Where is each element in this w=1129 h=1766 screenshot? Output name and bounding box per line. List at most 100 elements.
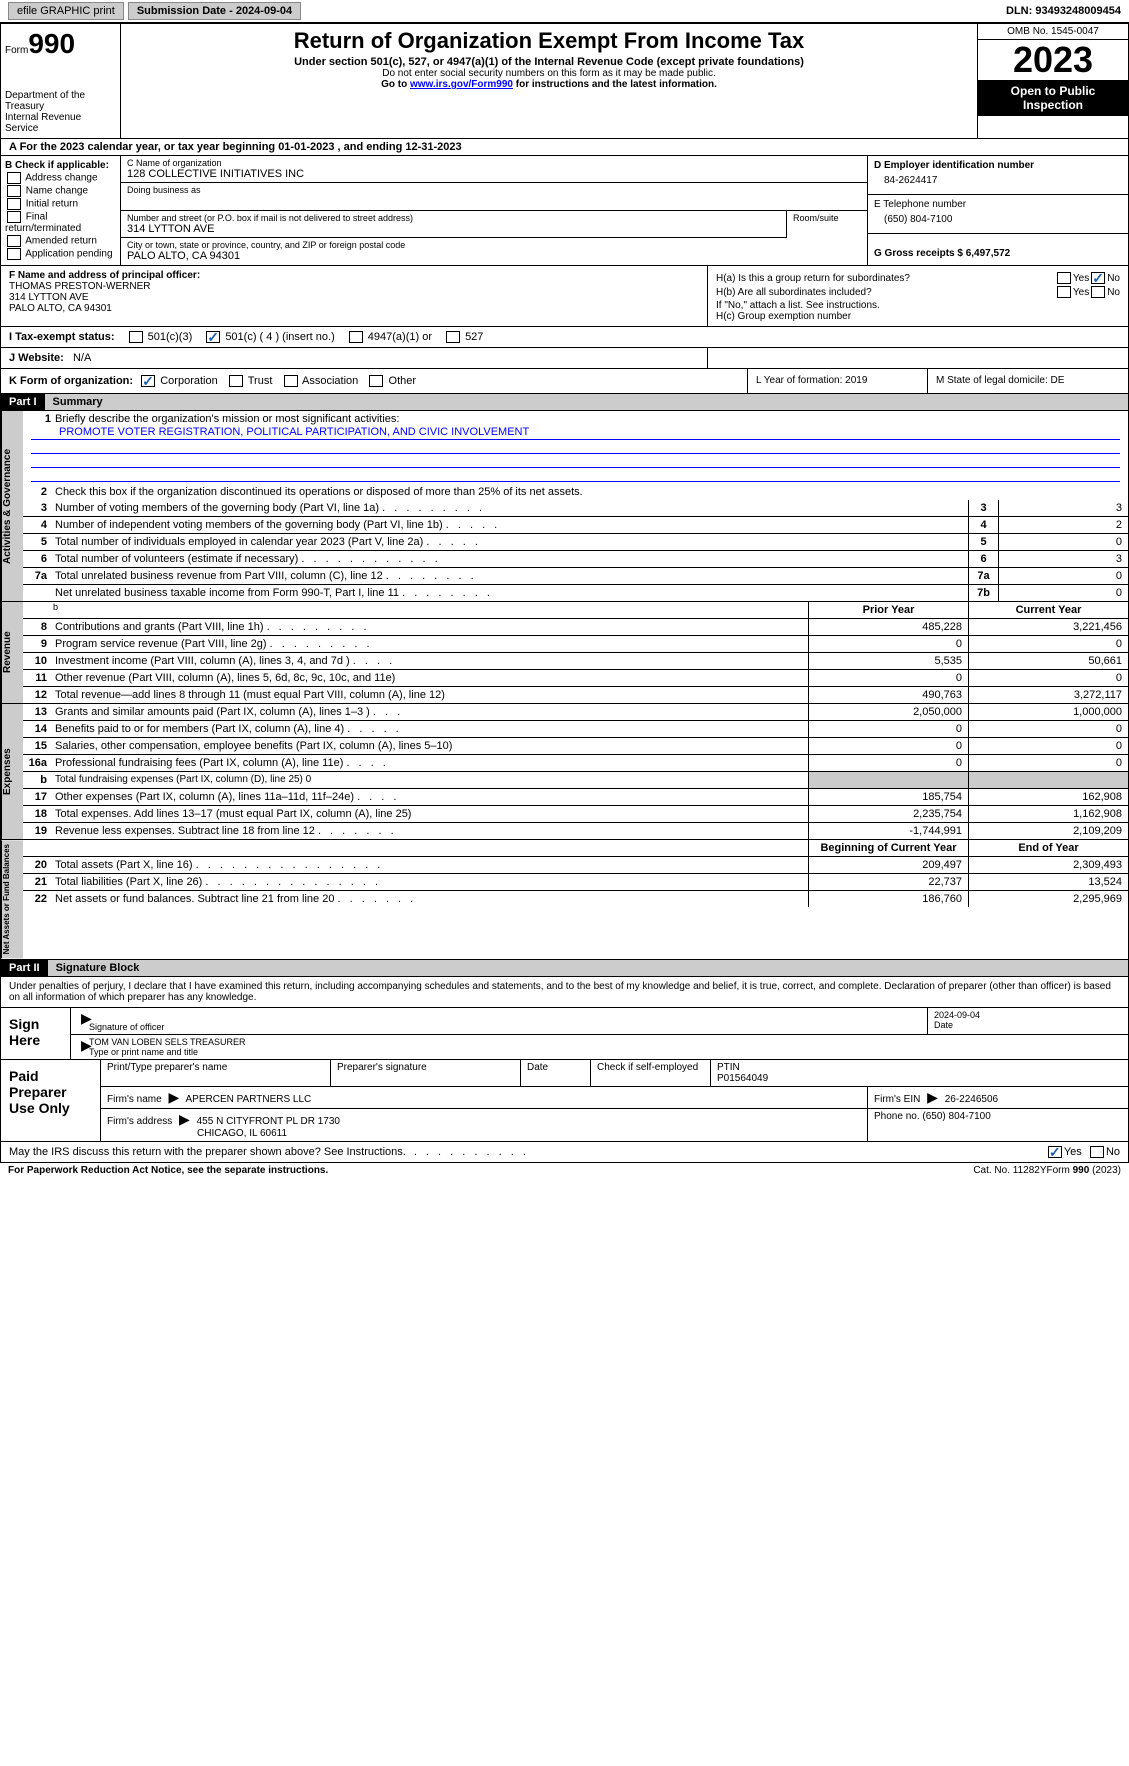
officer-name: THOMAS PRESTON-WERNER	[9, 281, 151, 292]
l21-begin: 22,737	[808, 874, 968, 890]
tax-status-row: I Tax-exempt status: 501(c)(3) 501(c) ( …	[0, 327, 1129, 348]
vlabel-expenses: Expenses	[1, 704, 23, 839]
goto-link[interactable]: www.irs.gov/Form990	[410, 79, 513, 90]
ptin-label: PTIN	[717, 1062, 740, 1073]
officer-typed-name: TOM VAN LOBEN SELS TREASURER	[89, 1037, 1122, 1047]
l10-desc: Investment income (Part VIII, column (A)…	[51, 653, 808, 669]
prep-sig: Preparer's signature	[331, 1060, 521, 1086]
form-prefix: Form	[5, 45, 28, 56]
row-fh: F Name and address of principal officer:…	[0, 266, 1129, 327]
perjury-text: Under penalties of perjury, I declare th…	[0, 977, 1129, 1008]
footer-left: For Paperwork Reduction Act Notice, see …	[8, 1165, 773, 1176]
l13-desc: Grants and similar amounts paid (Part IX…	[51, 704, 808, 720]
chk-address-change[interactable]: Address change	[5, 172, 116, 184]
l21-end: 13,524	[968, 874, 1128, 890]
chk-4947[interactable]	[349, 331, 363, 343]
chk-name-change[interactable]: Name change	[5, 185, 116, 197]
l10-current: 50,661	[968, 653, 1128, 669]
chk-final-return[interactable]: Final return/terminated	[5, 211, 116, 234]
firm-addr2: CHICAGO, IL 60611	[107, 1128, 287, 1139]
kform-label: K Form of organization:	[9, 375, 133, 387]
l9-desc: Program service revenue (Part VIII, line…	[51, 636, 808, 652]
hb-yes[interactable]	[1057, 286, 1071, 298]
discuss-no[interactable]	[1090, 1146, 1104, 1158]
form-number: 990	[28, 28, 75, 59]
form-subtitle: Under section 501(c), 527, or 4947(a)(1)…	[125, 56, 973, 68]
year-formation: L Year of formation: 2019	[748, 369, 928, 393]
line3-val: 3	[998, 500, 1128, 516]
goto-suffix: for instructions and the latest informat…	[513, 79, 717, 90]
officer-street: 314 LYTTON AVE	[9, 292, 88, 303]
chk-initial-return[interactable]: Initial return	[5, 198, 116, 210]
sig-officer-label: Signature of officer	[89, 1022, 164, 1032]
line7a-desc: Total unrelated business revenue from Pa…	[51, 568, 968, 584]
ein-label: D Employer identification number	[874, 160, 1034, 171]
ein: 84-2624417	[874, 171, 1122, 190]
sign-here-block: Sign Here ▶ Signature of officer 2024-09…	[0, 1008, 1129, 1060]
gross-receipts: G Gross receipts $ 6,497,572	[874, 248, 1010, 259]
phone: (650) 804-7100	[874, 210, 1122, 229]
l19-prior: -1,744,991	[808, 823, 968, 839]
l11-desc: Other revenue (Part VIII, column (A), li…	[51, 670, 808, 686]
l16a-current: 0	[968, 755, 1128, 771]
chk-other[interactable]	[369, 375, 383, 387]
street: 314 LYTTON AVE	[127, 223, 780, 235]
l15-current: 0	[968, 738, 1128, 754]
l8-desc: Contributions and grants (Part VIII, lin…	[51, 619, 808, 635]
efile-print-button[interactable]: efile GRAPHIC print	[8, 2, 124, 20]
type-name-label: Type or print name and title	[89, 1047, 198, 1057]
part2-num: Part II	[1, 960, 48, 976]
footer-cat: Cat. No. 11282Y	[973, 1165, 1046, 1176]
chk-trust[interactable]	[229, 375, 243, 387]
vlabel-netassets: Net Assets or Fund Balances	[1, 840, 23, 958]
tax-status-label: I Tax-exempt status:	[9, 331, 115, 343]
chk-501c3[interactable]	[129, 331, 143, 343]
discuss-yes[interactable]	[1048, 1146, 1062, 1158]
part1-num: Part I	[1, 394, 45, 410]
l8-prior: 485,228	[808, 619, 968, 635]
chk-app-pending[interactable]: Application pending	[5, 248, 116, 260]
website-label: J Website:	[9, 352, 64, 364]
firm-addr1: 455 N CITYFRONT PL DR 1730	[197, 1116, 340, 1127]
line7b-desc: Net unrelated business taxable income fr…	[51, 585, 968, 601]
org-name: 128 COLLECTIVE INITIATIVES INC	[127, 168, 861, 180]
l16b-gray2	[968, 772, 1128, 788]
chk-amended[interactable]: Amended return	[5, 235, 116, 247]
hb-no[interactable]	[1091, 286, 1105, 298]
line7a-val: 0	[998, 568, 1128, 584]
l12-desc: Total revenue—add lines 8 through 11 (mu…	[51, 687, 808, 703]
firm-ein-label: Firm's EIN	[874, 1094, 920, 1105]
submission-date: Submission Date - 2024-09-04	[128, 2, 301, 20]
vlabel-revenue: Revenue	[1, 602, 23, 703]
firm-ein: 26-2246506	[945, 1094, 998, 1105]
officer-label: F Name and address of principal officer:	[9, 270, 200, 281]
discuss-text: May the IRS discuss this return with the…	[9, 1146, 406, 1158]
l17-current: 162,908	[968, 789, 1128, 805]
room-label: Room/suite	[787, 211, 867, 238]
city: PALO ALTO, CA 94301	[127, 250, 861, 262]
line6-desc: Total number of volunteers (estimate if …	[51, 551, 968, 567]
l14-current: 0	[968, 721, 1128, 737]
officer-city: PALO ALTO, CA 94301	[9, 303, 112, 314]
ha-no[interactable]	[1091, 272, 1105, 284]
firm-addr-label: Firm's address	[107, 1116, 172, 1127]
ha-yes[interactable]	[1057, 272, 1071, 284]
part2-title: Signature Block	[48, 960, 1128, 976]
line4-desc: Number of independent voting members of …	[51, 517, 968, 533]
website-row: J Website: N/A	[0, 348, 1129, 369]
prep-phone: (650) 804-7100	[922, 1111, 990, 1122]
l20-end: 2,309,493	[968, 857, 1128, 873]
chk-527[interactable]	[446, 331, 460, 343]
l18-desc: Total expenses. Add lines 13–17 (must eq…	[51, 806, 808, 822]
chk-assoc[interactable]	[284, 375, 298, 387]
form-title: Return of Organization Exempt From Incom…	[125, 28, 973, 54]
chk-corp[interactable]	[141, 375, 155, 387]
chk-501c4[interactable]	[206, 331, 220, 343]
prep-print-name: Print/Type preparer's name	[101, 1060, 331, 1086]
open-public-badge: Open to Public Inspection	[978, 80, 1128, 116]
l9-current: 0	[968, 636, 1128, 652]
l12-current: 3,272,117	[968, 687, 1128, 703]
sign-here-label: Sign Here	[1, 1008, 71, 1059]
dba-label: Doing business as	[127, 185, 861, 195]
l20-desc: Total assets (Part X, line 16) . . . . .…	[51, 857, 808, 873]
